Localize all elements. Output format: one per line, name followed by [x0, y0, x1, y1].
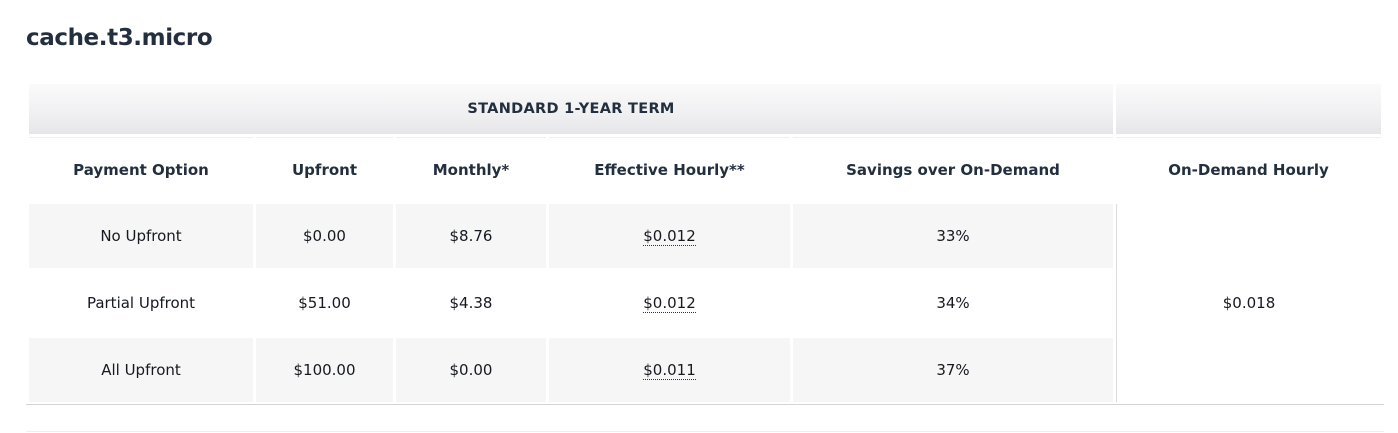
upfront-cell: $51.00 [256, 271, 393, 335]
savings-cell: 37% [793, 338, 1113, 402]
pricing-table: STANDARD 1-YEAR TERM Payment Option Upfr… [26, 81, 1384, 405]
effective-hourly-cell: $0.011 [549, 338, 790, 402]
monthly-cell: $4.38 [396, 271, 546, 335]
table-row: Partial Upfront $51.00 $4.38 $0.012 34% [29, 271, 1381, 335]
effective-hourly-tooltip-trigger[interactable]: $0.011 [643, 361, 696, 380]
column-header-row: Payment Option Upfront Monthly* Effectiv… [29, 137, 1381, 201]
payment-option-cell: No Upfront [29, 204, 253, 268]
column-header-monthly: Monthly* [396, 137, 546, 201]
column-header-payment-option: Payment Option [29, 137, 253, 201]
savings-cell: 34% [793, 271, 1113, 335]
next-section-divider [26, 431, 1384, 432]
page-title: cache.t3.micro [26, 25, 213, 51]
table-bottom-divider [26, 404, 1384, 405]
term-header-row: STANDARD 1-YEAR TERM [29, 84, 1381, 134]
effective-hourly-tooltip-trigger[interactable]: $0.012 [643, 227, 696, 246]
term-header: STANDARD 1-YEAR TERM [29, 84, 1113, 134]
upfront-cell: $100.00 [256, 338, 393, 402]
payment-option-cell: All Upfront [29, 338, 253, 402]
effective-hourly-cell: $0.012 [549, 204, 790, 268]
upfront-cell: $0.00 [256, 204, 393, 268]
monthly-cell: $8.76 [396, 204, 546, 268]
payment-option-cell: Partial Upfront [29, 271, 253, 335]
on-demand-hourly-cell: $0.018 [1116, 204, 1381, 402]
effective-hourly-cell: $0.012 [549, 271, 790, 335]
column-header-savings: Savings over On-Demand [793, 137, 1113, 201]
table-row: All Upfront $100.00 $0.00 $0.011 37% [29, 338, 1381, 402]
term-header-spacer [1116, 84, 1381, 134]
monthly-cell: $0.00 [396, 338, 546, 402]
column-header-effective-hourly: Effective Hourly** [549, 137, 790, 201]
effective-hourly-tooltip-trigger[interactable]: $0.012 [643, 294, 696, 313]
savings-cell: 33% [793, 204, 1113, 268]
column-header-upfront: Upfront [256, 137, 393, 201]
table-row: No Upfront $0.00 $8.76 $0.012 33% $0.018 [29, 204, 1381, 402]
column-header-on-demand-hourly: On-Demand Hourly [1116, 137, 1381, 201]
